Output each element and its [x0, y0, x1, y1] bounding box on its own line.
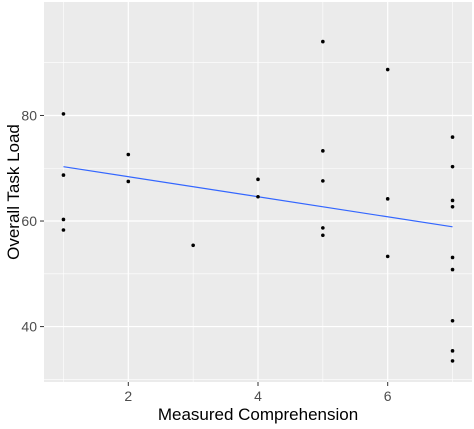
tick-labels: 2 4 6 40 60 80: [21, 107, 391, 404]
data-point: [321, 226, 325, 230]
y-tick-label: 60: [21, 213, 37, 229]
data-point: [321, 233, 325, 238]
major-gridlines: [44, 2, 472, 382]
data-points: [61, 39, 455, 363]
data-point: [256, 177, 260, 182]
y-tick-label: 80: [21, 107, 37, 123]
data-point: [450, 198, 455, 203]
data-point: [61, 112, 66, 116]
data-point: [385, 254, 390, 259]
data-point: [126, 152, 131, 157]
data-point: [61, 228, 66, 232]
data-point: [385, 67, 390, 72]
x-tick-label: 2: [124, 388, 132, 404]
x-tick-label: 6: [384, 388, 392, 404]
y-axis-title: Overall Task Load: [4, 124, 23, 260]
data-point: [450, 255, 455, 260]
axis-ticks: [40, 114, 389, 386]
data-point: [126, 179, 131, 184]
data-point: [450, 318, 455, 323]
data-point: [450, 359, 455, 363]
data-point: [61, 217, 66, 222]
data-point: [450, 349, 455, 353]
data-point: [321, 39, 325, 44]
data-point: [450, 267, 455, 272]
data-point: [321, 179, 325, 183]
data-point: [450, 204, 455, 209]
x-axis-title: Measured Comprehension: [158, 405, 358, 424]
data-point: [450, 135, 455, 139]
data-point: [256, 194, 260, 199]
data-point: [385, 197, 390, 201]
data-point: [450, 164, 455, 169]
y-tick-label: 40: [21, 319, 37, 335]
data-point: [321, 149, 325, 153]
data-point: [191, 243, 195, 248]
data-point: [61, 173, 66, 177]
x-tick-label: 4: [254, 388, 262, 404]
